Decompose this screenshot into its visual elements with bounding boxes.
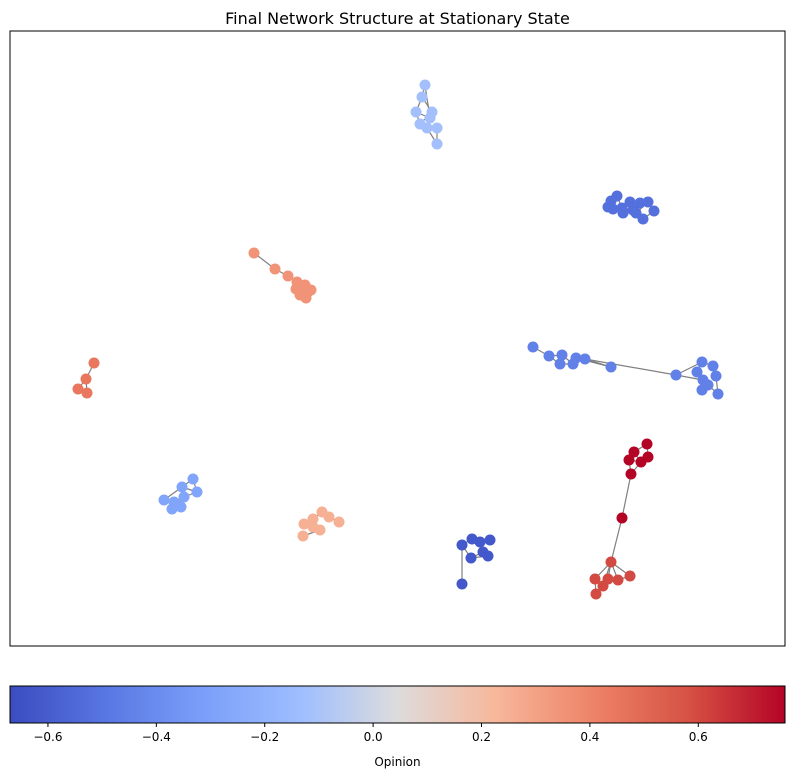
colorbar-tick-label: −0.4 xyxy=(142,730,171,744)
network-node xyxy=(175,501,187,513)
network-node xyxy=(166,503,178,515)
network-node xyxy=(431,122,443,134)
network-node xyxy=(431,138,443,150)
plot-frame xyxy=(9,30,786,647)
network-node xyxy=(527,341,539,353)
network-node xyxy=(556,349,568,361)
network-node xyxy=(605,361,617,373)
network-node xyxy=(707,360,719,372)
network-node xyxy=(712,388,724,400)
network-edge xyxy=(621,473,632,519)
network-node xyxy=(570,352,582,364)
network-node xyxy=(641,438,653,450)
colorbar xyxy=(9,685,786,724)
network-node xyxy=(628,446,640,458)
network-node xyxy=(296,282,308,294)
network-node xyxy=(670,369,682,381)
colorbar-tick-label: 0.6 xyxy=(689,730,708,744)
network-node xyxy=(187,473,199,485)
network-node xyxy=(648,205,660,217)
network-node xyxy=(333,516,345,528)
network-node xyxy=(307,513,319,525)
network-node xyxy=(72,383,84,395)
network-node xyxy=(80,373,92,385)
network-node xyxy=(248,247,260,259)
network-node xyxy=(617,207,629,219)
network-node xyxy=(605,556,617,568)
network-node xyxy=(158,494,170,506)
colorbar-tick-label: 0.4 xyxy=(580,730,599,744)
network-node xyxy=(602,573,614,585)
network-node xyxy=(623,454,635,466)
network-node xyxy=(612,574,624,586)
network-node xyxy=(696,356,708,368)
network-node xyxy=(482,550,494,562)
network-node xyxy=(642,196,654,208)
network-edge xyxy=(610,517,623,563)
network-node xyxy=(474,536,486,548)
colorbar-tick-label: −0.2 xyxy=(250,730,279,744)
network-node xyxy=(269,263,281,275)
network-node xyxy=(298,518,310,530)
network-node xyxy=(634,197,646,209)
network-node xyxy=(323,511,335,523)
network-node xyxy=(642,451,654,463)
colorbar-label: Opinion xyxy=(374,755,420,769)
network-node xyxy=(410,106,422,118)
network-node xyxy=(456,539,468,551)
network-nodes xyxy=(72,79,724,600)
network-node xyxy=(625,468,637,480)
network-node xyxy=(419,79,431,91)
network-node xyxy=(282,270,294,282)
network-node xyxy=(590,588,602,600)
network-node xyxy=(691,366,703,378)
network-node xyxy=(178,491,190,503)
colorbar-tick-label: −0.6 xyxy=(33,730,62,744)
network-node xyxy=(543,350,555,362)
network-node xyxy=(710,370,722,382)
network-node xyxy=(297,530,309,542)
network-node xyxy=(314,524,326,536)
network-node xyxy=(456,578,468,590)
chart-title: Final Network Structure at Stationary St… xyxy=(225,9,570,28)
network-node xyxy=(630,207,642,219)
network-node xyxy=(424,112,436,124)
network-node xyxy=(554,358,566,370)
network-node xyxy=(176,481,188,493)
colorbar-ticks: −0.6 −0.4 −0.2 0.0 0.2 0.4 0.6 xyxy=(33,723,708,744)
network-node xyxy=(616,512,628,524)
colorbar-tick-label: 0.0 xyxy=(364,730,383,744)
network-node xyxy=(421,122,433,134)
network-node xyxy=(579,353,591,365)
network-node xyxy=(589,573,601,585)
network-node xyxy=(484,534,496,546)
network-node xyxy=(624,570,636,582)
network-node xyxy=(607,203,619,215)
network-node xyxy=(88,357,100,369)
network-node xyxy=(81,387,93,399)
network-node xyxy=(702,379,714,391)
colorbar-tick-label: 0.2 xyxy=(472,730,491,744)
network-node xyxy=(191,486,203,498)
network-node xyxy=(416,91,428,103)
network-node xyxy=(465,552,477,564)
network-edge xyxy=(584,358,677,376)
